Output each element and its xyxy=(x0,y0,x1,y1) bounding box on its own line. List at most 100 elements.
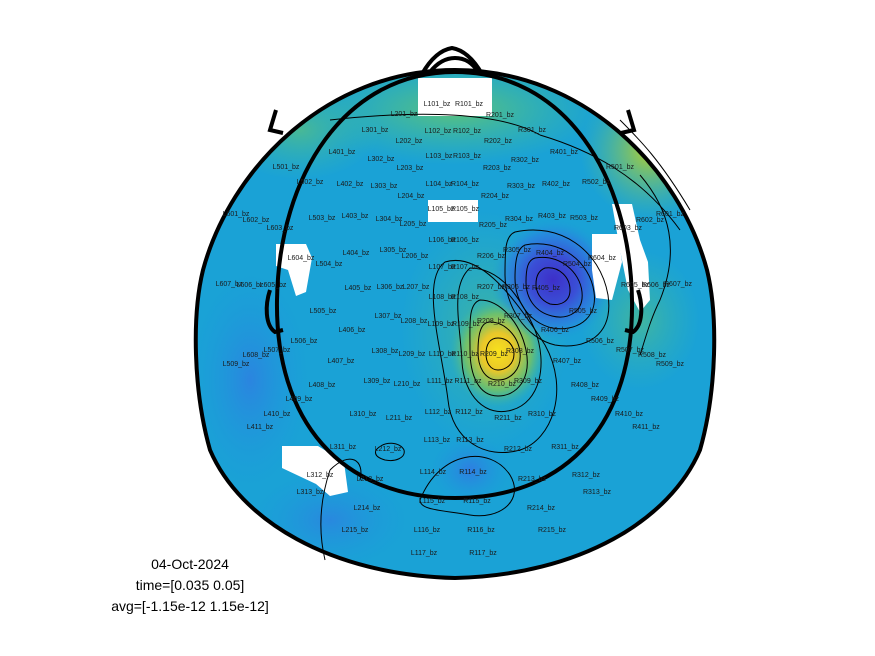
sensor-label: L109_bz xyxy=(428,321,455,328)
sensor-label: R503_bz xyxy=(570,215,599,222)
sensor-label: L608_bz xyxy=(243,352,270,359)
sensor-label: L312_bz xyxy=(307,472,334,479)
sensor-label: L113_bz xyxy=(424,437,451,444)
sensor-label: L311_bz xyxy=(330,444,357,451)
masked-regions xyxy=(276,78,650,496)
sensor-label: R112_bz xyxy=(455,409,483,416)
sensor-label: L410_bz xyxy=(264,411,291,418)
sensor-label: L503_bz xyxy=(309,215,336,222)
sensor-label: R508_bz xyxy=(638,352,667,359)
sensor-label: R206_bz xyxy=(477,253,506,260)
head-outline xyxy=(193,45,717,581)
sensor-label: R101_bz xyxy=(455,101,484,108)
sensor-label: L209_bz xyxy=(399,351,426,358)
sensor-label: R403_bz xyxy=(538,213,567,220)
sensor-label: R602_bz xyxy=(636,217,665,224)
sensor-label: R308_bz xyxy=(506,348,535,355)
sensor-label: L307_bz xyxy=(375,313,402,320)
sensor-label: R306_bz xyxy=(502,284,531,291)
sensor-label: R115_bz xyxy=(463,498,491,505)
sensor-label: L110_bz xyxy=(429,351,456,358)
sensor-label: L404_bz xyxy=(343,250,370,257)
sensor-label: R607_bz xyxy=(664,281,693,288)
sensor-label: L409_bz xyxy=(286,396,313,403)
sensor-label: L602_bz xyxy=(243,217,270,224)
sensor-label: L208_bz xyxy=(401,318,428,325)
sensor-label: R205_bz xyxy=(479,222,508,229)
sensor-label: L411_bz xyxy=(247,424,274,431)
date-label: 04-Oct-2024 xyxy=(151,556,229,572)
sensor-label: R114_bz xyxy=(459,469,487,476)
sensor-label: R214_bz xyxy=(527,505,556,512)
sensor-label: L305_bz xyxy=(380,247,407,254)
sensor-label: R103_bz xyxy=(453,153,482,160)
sensor-label: R313_bz xyxy=(583,489,612,496)
sensor-label: L306_bz xyxy=(377,284,404,291)
sensor-label: L509_bz xyxy=(223,361,250,368)
sensor-label: R404_bz xyxy=(536,250,565,257)
sensor-label: L601_bz xyxy=(223,211,250,218)
sensor-label: R203_bz xyxy=(483,165,512,172)
sensor-label: R213_bz xyxy=(518,476,547,483)
sensor-label: R111_bz xyxy=(455,378,482,385)
sensor-label: L407_bz xyxy=(328,358,355,365)
sensor-label: R507_bz xyxy=(616,347,645,354)
sensor-label: R411_bz xyxy=(632,424,660,431)
sensor-label: R502_bz xyxy=(582,179,611,186)
sensor-label: R603_bz xyxy=(614,225,643,232)
sensor-label: R117_bz xyxy=(469,550,497,557)
sensor-label: L106_bz xyxy=(429,237,456,244)
sensor-label: L210_bz xyxy=(394,381,421,388)
sensor-label: L204_bz xyxy=(398,193,425,200)
sensor-label: R310_bz xyxy=(528,411,557,418)
sensor-label: R209_bz xyxy=(480,351,509,358)
sensor-label: L406_bz xyxy=(339,327,366,334)
sensor-label: R309_bz xyxy=(514,378,543,385)
sensor-label: R402_bz xyxy=(542,181,571,188)
sensor-label: L308_bz xyxy=(372,348,399,355)
sensor-label: R108_bz xyxy=(451,294,480,301)
sensor-label: L207_bz xyxy=(403,284,430,291)
sensor-label: L116_bz xyxy=(414,527,441,534)
sensor-label: L117_bz xyxy=(411,550,438,557)
sensor-labels: L101_bz R101_bz L201_bz R201_bz L301_bz R301_… xyxy=(216,101,693,557)
sensor-label: L302_bz xyxy=(368,156,395,163)
sensor-label: L112_bz xyxy=(425,409,452,416)
sensor-label: L203_bz xyxy=(397,165,424,172)
sensor-label: R401_bz xyxy=(550,149,579,156)
sensor-label: R605_bz xyxy=(621,282,650,289)
sensor-label: R210_bz xyxy=(488,381,517,388)
sensor-label: R105_bz xyxy=(451,206,480,213)
sensor-label: R113_bz xyxy=(456,437,484,444)
sensor-label: L202_bz xyxy=(396,138,423,145)
sensor-label: R408_bz xyxy=(571,382,600,389)
sensor-label: R116_bz xyxy=(467,527,495,534)
sensor-label: L205_bz xyxy=(400,221,427,228)
sensor-label: L504_bz xyxy=(316,261,343,268)
sensor-label: R202_bz xyxy=(484,138,513,145)
sensor-label: R505_bz xyxy=(569,308,598,315)
sensor-label: L606_bz xyxy=(237,282,264,289)
sensor-label: L111_bz xyxy=(427,378,453,385)
sensor-label: R207_bz xyxy=(477,284,506,291)
sensor-label: L605_bz xyxy=(260,282,287,289)
sensor-label: R305_bz xyxy=(503,247,532,254)
sensor-label: R501_bz xyxy=(606,164,635,171)
sensor-label: L408_bz xyxy=(309,382,336,389)
sensor-label: L502_bz xyxy=(297,179,324,186)
sensor-label: L213_bz xyxy=(357,476,384,483)
sensor-label: R304_bz xyxy=(505,216,534,223)
sensor-label: R208_bz xyxy=(477,318,506,325)
sensor-label: L104_bz xyxy=(426,181,453,188)
sensor-label: L303_bz xyxy=(371,183,398,190)
sensor-label: R407_bz xyxy=(553,358,582,365)
sensor-label: R506_bz xyxy=(586,338,615,345)
sensor-label: L607_bz xyxy=(216,281,243,288)
sensor-label: R102_bz xyxy=(453,128,482,135)
sensor-label: L107_bz xyxy=(429,264,456,271)
sensor-label: R604_bz xyxy=(588,255,617,262)
sensor-label: L309_bz xyxy=(364,378,391,385)
sensor-label: L215_bz xyxy=(342,527,369,534)
sensor-label: R204_bz xyxy=(481,193,510,200)
